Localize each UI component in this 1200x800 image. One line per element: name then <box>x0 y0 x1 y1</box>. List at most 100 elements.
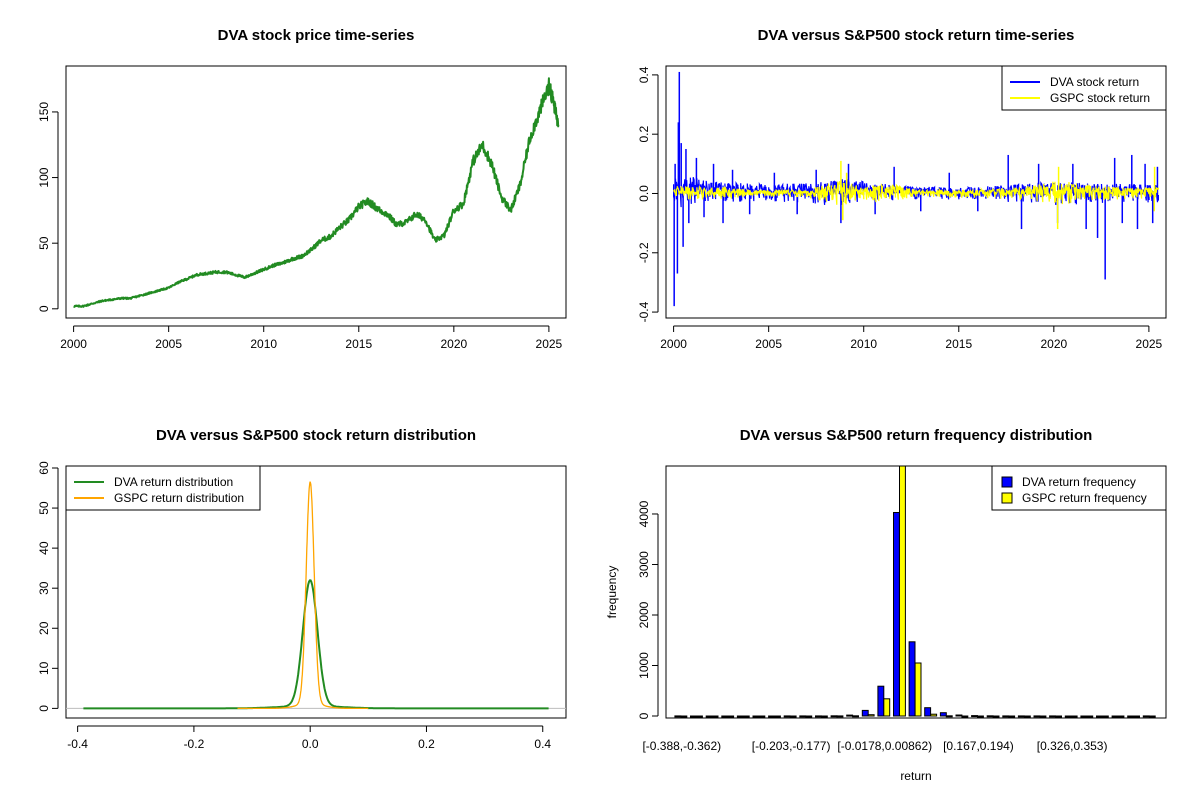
y-tick-label: 0.2 <box>637 126 651 143</box>
chart-title: DVA versus S&P500 stock return time-seri… <box>758 27 1075 44</box>
y-tick-label: 150 <box>37 102 51 122</box>
legend-box <box>65 465 261 511</box>
frequency-bar <box>1055 715 1062 718</box>
frequency-bar <box>1080 715 1088 718</box>
frequency-bar <box>820 715 828 718</box>
frequency-bar <box>1111 715 1119 718</box>
x-tick-label: 2005 <box>755 337 782 351</box>
x-category-label: [-0.388,-0.362) <box>642 739 721 753</box>
frequency-bar <box>930 713 938 717</box>
frequency-bar <box>955 714 963 717</box>
frequency-bar <box>846 714 854 717</box>
y-tick-label: 4000 <box>637 500 651 527</box>
frequency-bar <box>852 715 859 718</box>
price-series-line <box>73 77 560 308</box>
frequency-bar <box>877 685 885 717</box>
x-category-label: [0.167,0.194) <box>943 739 1014 753</box>
return-series-1-line <box>673 181 1159 205</box>
x-tick-label: 2010 <box>850 337 877 351</box>
chart-title: DVA versus S&P500 return frequency distr… <box>740 427 1093 444</box>
x-category-label: [0.326,0.353) <box>1037 739 1108 753</box>
frequency-bar <box>736 715 744 718</box>
plot-frame <box>665 465 1167 719</box>
y-tick-label: 0.4 <box>637 66 651 83</box>
frequency-bar <box>945 715 953 718</box>
frequency-bar <box>727 715 735 718</box>
x-tick-label: 2020 <box>440 337 467 351</box>
frequency-bar <box>1086 715 1094 718</box>
y-tick-label: -0.2 <box>637 242 651 263</box>
price-chart: DVA stock price time-series 2000 2005 2010 2… <box>37 27 567 351</box>
frequency-bar <box>908 641 916 717</box>
x-tick-label: 0.0 <box>302 737 319 751</box>
y-tick-label: 30 <box>37 581 51 595</box>
legend-label: DVA return distribution <box>114 475 233 489</box>
density-series-1-line <box>237 481 369 710</box>
y-tick-label: 60 <box>37 461 51 475</box>
frequency-bar <box>939 712 947 717</box>
x-tick-label: 2015 <box>945 337 972 351</box>
frequency-bar <box>758 715 766 718</box>
density-chart: DVA versus S&P500 stock return distribut… <box>37 427 567 751</box>
frequency-bar <box>1002 715 1010 718</box>
x-tick-label: 0.4 <box>534 737 551 751</box>
y-tick-label: 10 <box>37 661 51 675</box>
frequency-bar <box>914 662 922 717</box>
frequency-bar <box>861 709 869 717</box>
y-tick-label: -0.4 <box>637 301 651 322</box>
frequency-bar <box>883 698 891 717</box>
x-tick-label: 2000 <box>60 337 87 351</box>
y-tick-label: 0 <box>37 705 51 712</box>
y-tick-label: 3000 <box>637 551 651 578</box>
frequency-bar <box>924 707 932 717</box>
frequency-bar <box>1017 715 1025 718</box>
y-tick-label: 20 <box>37 621 51 635</box>
x-tick-label: -0.2 <box>184 737 205 751</box>
x-tick-label: 2015 <box>345 337 372 351</box>
chart-title: DVA stock price time-series <box>218 27 415 44</box>
y-axis-title: frequency <box>605 566 619 619</box>
frequency-bar <box>721 715 729 718</box>
frequency-bar <box>1142 715 1150 718</box>
frequency-bar <box>986 715 994 718</box>
y-tick-label: 100 <box>37 167 51 187</box>
x-category-label: [-0.203,-0.177) <box>752 739 831 753</box>
y-tick-label: 0 <box>637 712 651 719</box>
frequency-bar <box>961 715 969 718</box>
frequency-bar <box>867 714 875 717</box>
legend-label: DVA return frequency <box>1022 475 1136 489</box>
frequency-bar <box>752 715 760 718</box>
frequency-bar <box>690 715 697 718</box>
x-axis-title: return <box>900 769 931 783</box>
legend-label: DVA stock return <box>1050 75 1139 89</box>
frequency-bar <box>774 715 781 718</box>
legend: DVA return frequency GSPC return frequenc… <box>991 465 1167 511</box>
frequency-bar <box>977 715 984 718</box>
plot-frame <box>65 65 567 319</box>
frequency-bar <box>789 715 797 718</box>
frequency-bar <box>1148 715 1156 718</box>
x-tick-label: 2025 <box>536 337 563 351</box>
frequency-bar <box>805 715 813 718</box>
frequency-bar <box>1064 715 1072 718</box>
y-tick-label: 50 <box>37 236 51 250</box>
legend-label: GSPC return frequency <box>1022 491 1147 505</box>
chart-title: DVA versus S&P500 stock return distribut… <box>156 427 476 444</box>
plot-frame <box>665 65 1167 319</box>
legend-label: GSPC stock return <box>1050 91 1150 105</box>
frequency-bar <box>992 715 1000 718</box>
x-tick-label: 2020 <box>1040 337 1067 351</box>
y-tick-label: 0.0 <box>637 185 651 202</box>
frequency-bar <box>1049 715 1056 718</box>
frequency-bar <box>971 715 978 718</box>
frequency-bar <box>768 715 775 718</box>
frequency-bar <box>696 715 703 718</box>
x-tick-label: 2000 <box>660 337 687 351</box>
legend-swatch <box>1001 476 1013 488</box>
x-tick-label: 2005 <box>155 337 182 351</box>
y-tick-label: 50 <box>37 501 51 515</box>
frequency-bar <box>680 715 688 718</box>
legend-label: GSPC return distribution <box>114 491 244 505</box>
frequency-bar <box>893 512 900 717</box>
